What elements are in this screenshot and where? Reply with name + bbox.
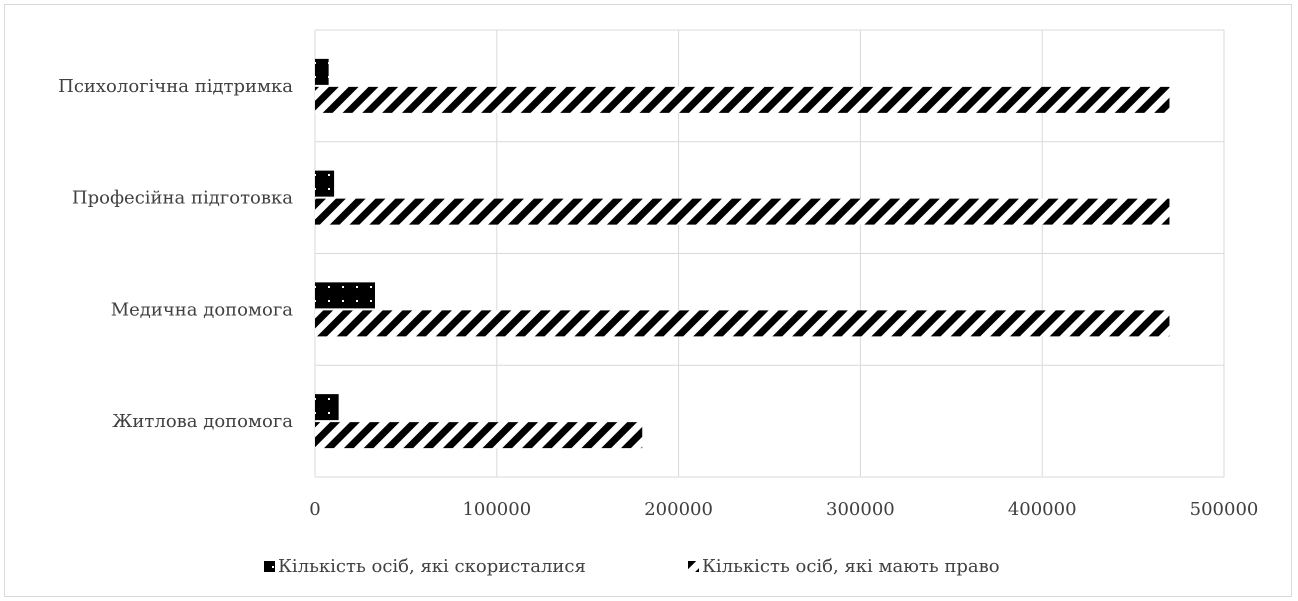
legend-label-used: Кількість осіб, які скористалися xyxy=(278,556,586,577)
x-tick-label: 0 xyxy=(309,499,320,520)
bar-used xyxy=(315,58,329,85)
bar-eligible xyxy=(315,86,1170,113)
x-tick-label: 200000 xyxy=(644,499,713,520)
bar-used xyxy=(315,394,339,421)
category-label: Медична допомога xyxy=(111,299,294,320)
bar-eligible xyxy=(315,422,643,449)
x-tick-label: 500000 xyxy=(1190,499,1259,520)
x-tick-label: 400000 xyxy=(1008,499,1077,520)
category-label: Житлова допомога xyxy=(112,411,293,432)
bar-eligible xyxy=(315,198,1170,225)
x-tick-labels: 0 100000 200000 300000 400000 500000 xyxy=(309,499,1258,520)
bar-used xyxy=(315,282,375,309)
category-label: Професійна підготовка xyxy=(72,188,293,209)
x-tick-label: 100000 xyxy=(462,499,531,520)
legend: Кількість осіб, які скористалися Кількіст… xyxy=(264,556,1000,577)
bar-eligible xyxy=(315,310,1170,337)
legend-swatch xyxy=(264,561,275,572)
category-label: Психологічна підтримка xyxy=(58,76,293,97)
category-labels: Житлова допомога Медична допомога Професій… xyxy=(58,76,293,432)
x-tick-label: 300000 xyxy=(826,499,895,520)
bars xyxy=(315,58,1170,449)
legend-label-eligible: Кількість осіб, які мають право xyxy=(702,556,1000,577)
legend-swatch xyxy=(688,561,699,572)
bar-used xyxy=(315,170,335,197)
